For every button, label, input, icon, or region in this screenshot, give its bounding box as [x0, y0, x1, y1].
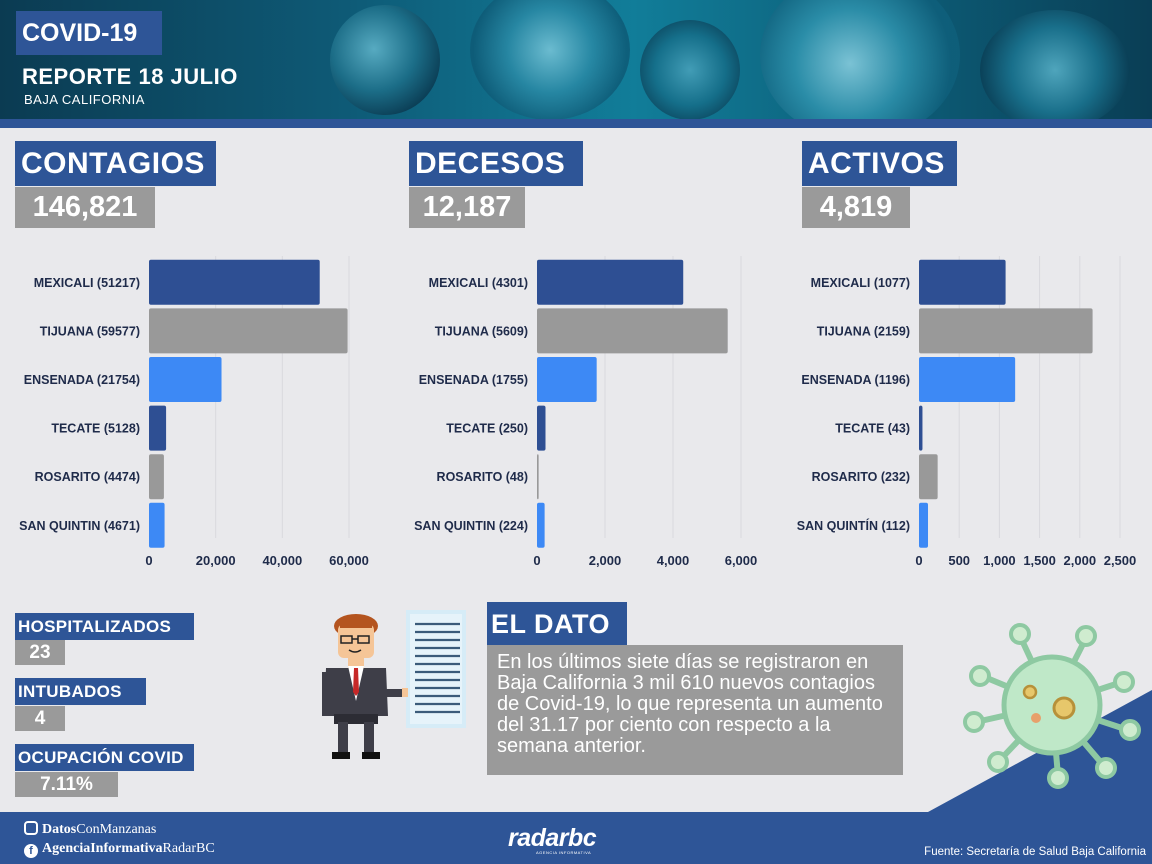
- el-dato-title: EL DATO: [487, 602, 627, 646]
- footer: DatosConManzanas f AgenciaInformativaRada…: [0, 812, 1152, 864]
- category-label: TIJUANA (5609): [435, 324, 528, 338]
- activos-bar-chart: MEXICALI (1077) TIJUANA (2159) ENSENADA (1…: [797, 256, 1137, 568]
- el-dato-text: En los últimos siete días se registraron…: [487, 645, 903, 775]
- kpi-activos-value: 4,819: [802, 187, 910, 228]
- x-tick-label: 0: [145, 553, 152, 568]
- instagram-handle-rest: ConManzanas: [76, 822, 157, 837]
- x-tick-label: 2,000: [1064, 553, 1097, 568]
- instagram-handle[interactable]: DatosConManzanas: [24, 821, 156, 838]
- bar-3: [149, 405, 167, 451]
- bar-2: [537, 357, 597, 402]
- category-label: ENSENADA (1196): [801, 373, 910, 387]
- covid-badge: COVID-19: [16, 11, 162, 55]
- bar-1: [919, 308, 1093, 354]
- bar-2: [149, 357, 222, 402]
- kpi-decesos-value: 12,187: [409, 187, 525, 228]
- hospitalizados-value: 23: [15, 640, 65, 665]
- region-label: BAJA CALIFORNIA: [24, 92, 145, 107]
- bar-4: [537, 454, 539, 500]
- hospitalizados-label: HOSPITALIZADOS: [15, 613, 194, 640]
- x-tick-label: 60,000: [329, 553, 369, 568]
- instagram-handle-bold: Datos: [42, 822, 77, 837]
- header-stripe: [0, 119, 1152, 128]
- x-tick-label: 500: [948, 553, 970, 568]
- x-tick-label: 4,000: [657, 553, 690, 568]
- x-tick-label: 20,000: [196, 553, 236, 568]
- businessman-illustration: [322, 610, 466, 759]
- category-label: MEXICALI (51217): [34, 276, 140, 290]
- bar-4: [149, 454, 164, 500]
- radarbc-logo: radarbc: [508, 824, 597, 852]
- category-label: TECATE (5128): [51, 422, 140, 436]
- radarbc-logo-subtitle: AGENCIA INFORMATIVA: [536, 850, 592, 855]
- category-label: ROSARITO (4474): [35, 470, 140, 484]
- instagram-icon: [24, 821, 38, 835]
- bar-4: [919, 454, 938, 500]
- bar-0: [919, 259, 1006, 305]
- category-label: SAN QUINTIN (4671): [19, 519, 140, 533]
- category-label: ROSARITO (48): [437, 470, 528, 484]
- category-label: MEXICALI (1077): [811, 276, 910, 290]
- kpi-contagios-label: CONTAGIOS: [15, 141, 216, 186]
- bar-3: [919, 405, 923, 451]
- category-label: ENSENADA (1755): [419, 373, 528, 387]
- category-label: TECATE (43): [835, 422, 910, 436]
- virus-image-decoration: [760, 0, 960, 122]
- x-tick-label: 6,000: [725, 553, 758, 568]
- contagios-bar-chart: MEXICALI (51217) TIJUANA (59577) ENSENADA …: [19, 256, 369, 568]
- category-label: TECATE (250): [446, 422, 528, 436]
- category-label: TIJUANA (59577): [40, 324, 140, 338]
- virus-image-decoration: [470, 0, 630, 120]
- kpi-contagios-value: 146,821: [15, 187, 155, 228]
- x-tick-label: 2,500: [1104, 553, 1137, 568]
- facebook-handle-rest: RadarBC: [162, 841, 215, 856]
- x-tick-label: 2,000: [589, 553, 622, 568]
- bar-5: [919, 502, 929, 548]
- category-label: ENSENADA (21754): [24, 373, 140, 387]
- document-illustration: [406, 610, 466, 728]
- bar-0: [537, 259, 684, 305]
- x-tick-label: 0: [915, 553, 922, 568]
- kpi-decesos-label: DECESOS: [409, 141, 583, 186]
- facebook-handle-bold: AgenciaInformativa: [42, 841, 163, 856]
- x-tick-label: 1,000: [983, 553, 1016, 568]
- bar-0: [149, 259, 320, 305]
- category-label: SAN QUINTIN (224): [414, 519, 528, 533]
- bar-1: [537, 308, 728, 354]
- bar-5: [149, 502, 165, 548]
- bar-2: [919, 357, 1016, 402]
- bar-5: [537, 502, 545, 548]
- decesos-bar-chart: MEXICALI (4301) TIJUANA (5609) ENSENADA (1…: [414, 256, 758, 568]
- source-note: Fuente: Secretaría de Salud Baja Califor…: [924, 846, 1146, 858]
- x-tick-label: 1,500: [1023, 553, 1056, 568]
- category-label: MEXICALI (4301): [429, 276, 528, 290]
- header-banner: COVID-19 REPORTE 18 JULIO BAJA CALIFORNI…: [0, 0, 1152, 122]
- report-title: REPORTE 18 JULIO: [22, 64, 238, 89]
- ocupacion-covid-value: 7.11%: [15, 772, 118, 797]
- ocupacion-covid-label: OCUPACIÓN COVID: [15, 744, 194, 771]
- bar-3: [537, 405, 546, 451]
- facebook-handle[interactable]: f AgenciaInformativaRadarBC: [24, 841, 215, 858]
- category-label: ROSARITO (232): [812, 470, 910, 484]
- kpi-activos-label: ACTIVOS: [802, 141, 957, 186]
- virus-illustration: [963, 623, 1141, 789]
- category-label: SAN QUINTÍN (112): [797, 518, 910, 533]
- category-label: TIJUANA (2159): [817, 324, 910, 338]
- x-tick-label: 0: [533, 553, 540, 568]
- virus-image-decoration: [980, 10, 1130, 122]
- x-tick-label: 40,000: [262, 553, 302, 568]
- bar-1: [149, 308, 348, 354]
- intubados-value: 4: [15, 706, 65, 731]
- virus-image-decoration: [640, 20, 740, 120]
- virus-image-decoration: [330, 5, 440, 115]
- intubados-label: INTUBADOS: [15, 678, 146, 705]
- facebook-icon: f: [24, 844, 38, 858]
